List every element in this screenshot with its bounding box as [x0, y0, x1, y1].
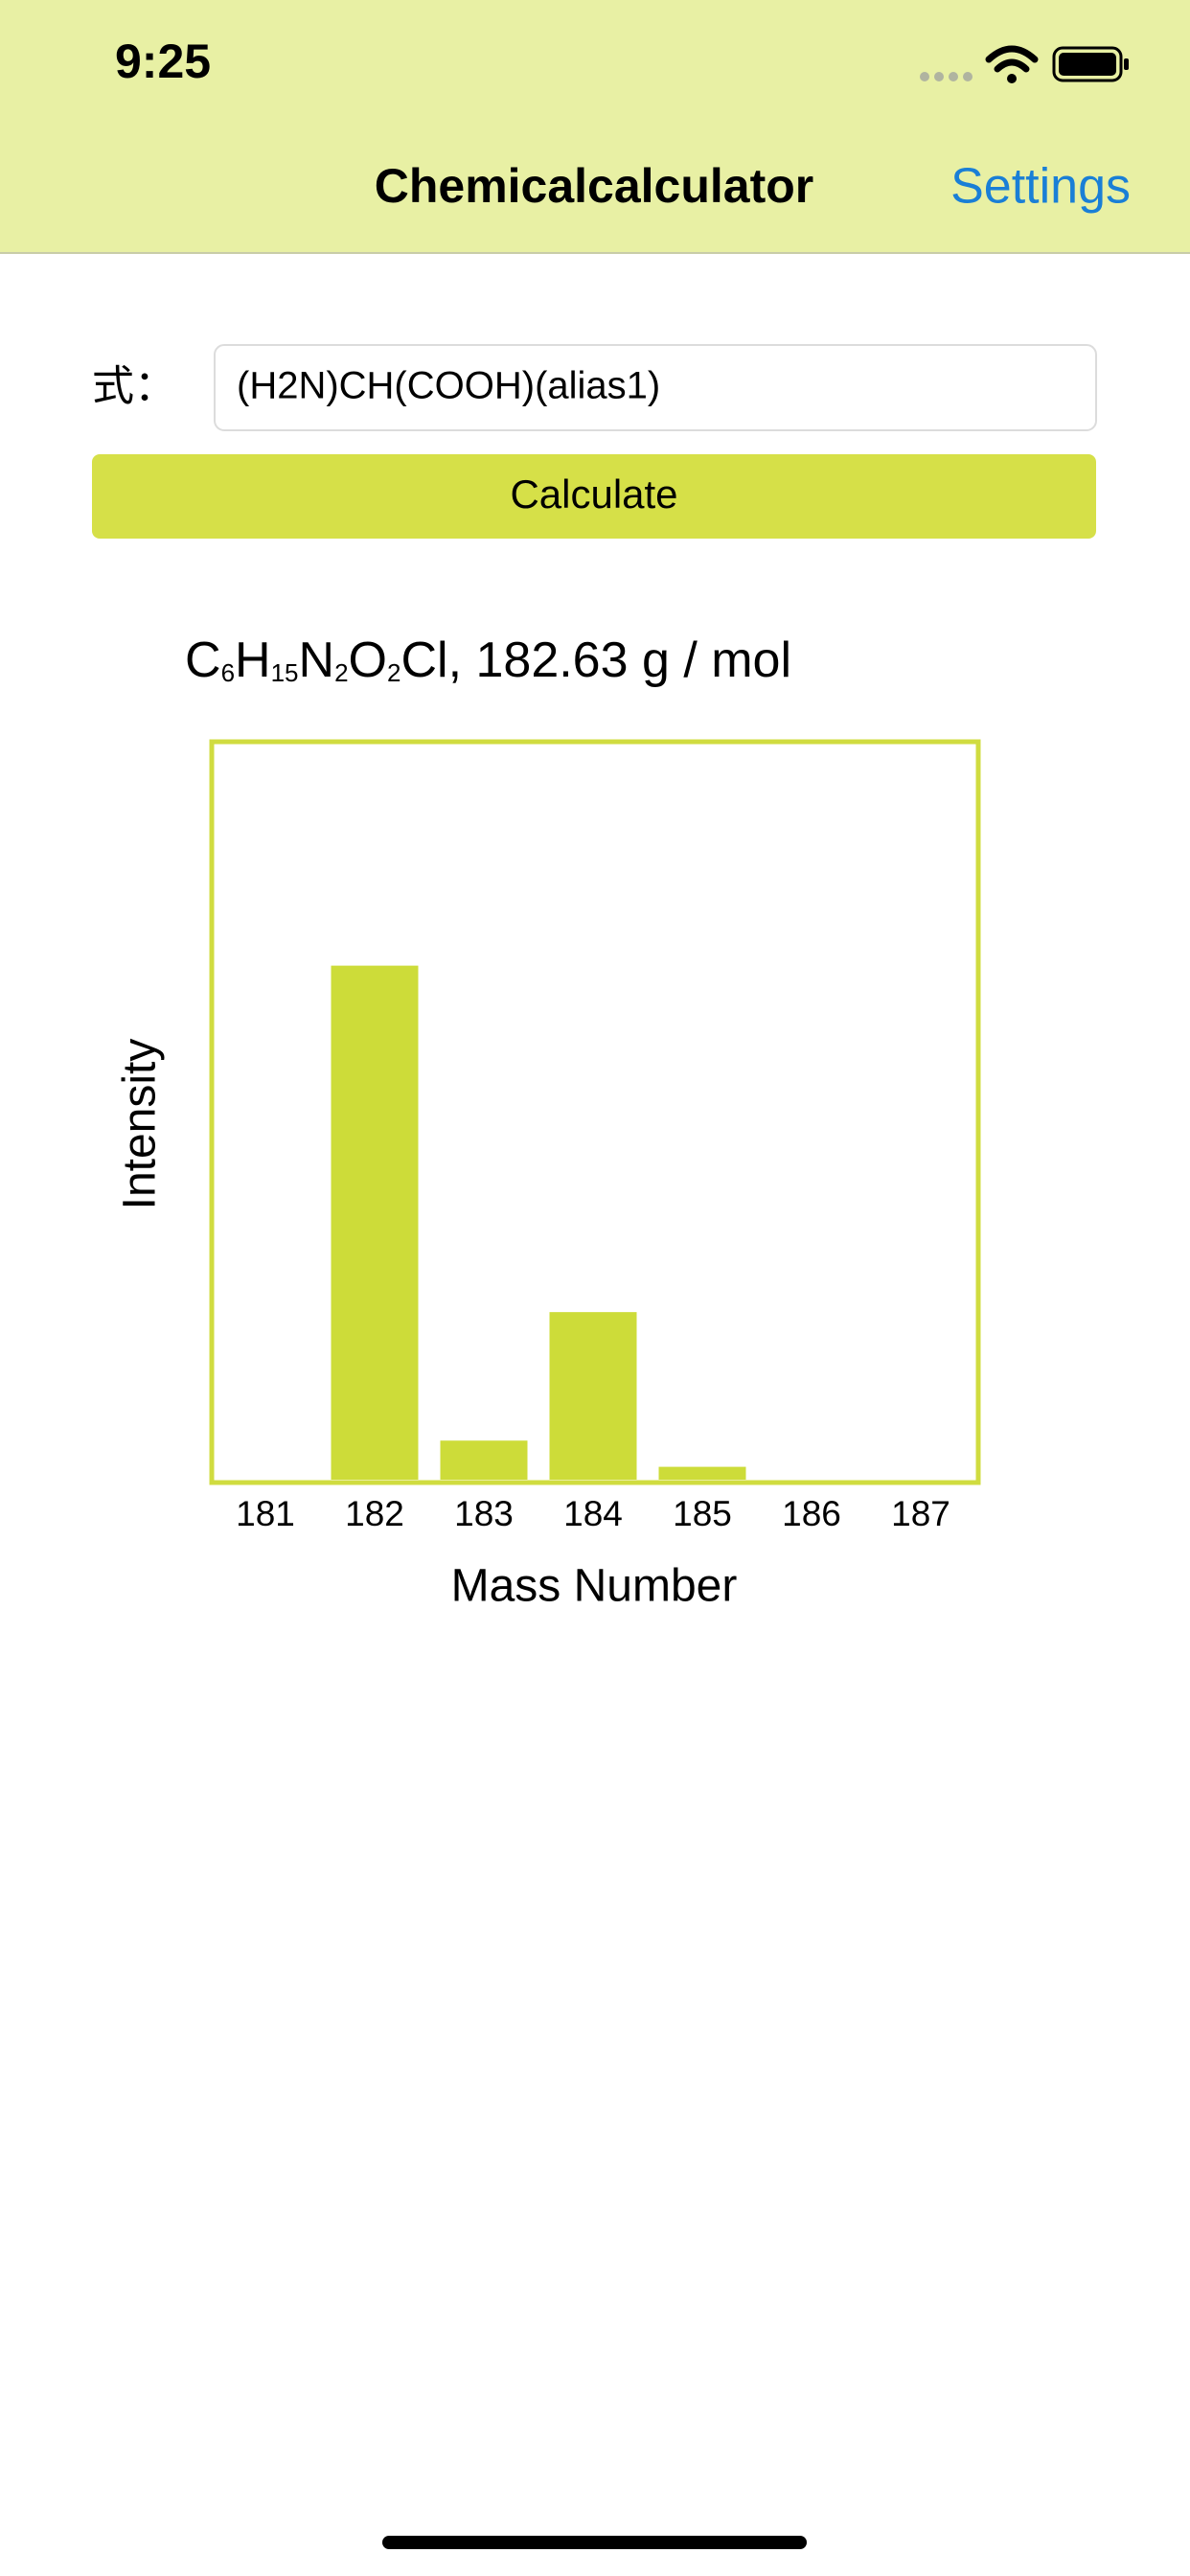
bar: [658, 1466, 746, 1480]
x-tick-label: 187: [891, 1494, 950, 1533]
status-time: 9:25: [115, 34, 211, 88]
button-label: Calculate: [510, 472, 677, 517]
header-background: [0, 0, 1190, 253]
settings-button[interactable]: Settings: [950, 159, 1131, 215]
element-symbol: O: [349, 632, 387, 688]
y-axis-label: Intensity: [115, 1039, 166, 1210]
x-tick-label: 184: [563, 1494, 623, 1533]
formula-input[interactable]: [214, 344, 1097, 431]
bar: [440, 1440, 528, 1480]
x-tick-label: 182: [345, 1494, 404, 1533]
input-text: (H2N)CH(COOH)(alias1): [237, 365, 660, 407]
element-symbol: Cl: [400, 632, 447, 688]
plot-frame: [209, 739, 981, 1485]
bar: [549, 1312, 637, 1480]
subscript: 2: [334, 658, 348, 687]
result-formula: C6H15N2O2Cl, 182.63 g / mol: [185, 632, 791, 688]
x-tick-label: 185: [673, 1494, 732, 1533]
battery-icon: [1052, 46, 1129, 82]
element-symbol: C: [185, 632, 221, 688]
calculate-button[interactable]: [92, 454, 1096, 539]
x-axis-label: Mass Number: [451, 1561, 738, 1612]
nav-title: Chemicalcalculator: [375, 159, 814, 213]
signal-icon: [920, 72, 973, 81]
x-tick-label: 183: [454, 1494, 514, 1533]
x-tick-label: 181: [236, 1494, 295, 1533]
subscript: 15: [271, 658, 299, 687]
x-tick-label: 186: [782, 1494, 841, 1533]
formula-label: 式：: [92, 363, 176, 410]
molar-mass: , 182.63 g / mol: [448, 632, 791, 688]
home-indicator: [382, 2536, 807, 2549]
element-symbol: H: [235, 632, 271, 688]
wifi-icon: [985, 45, 1039, 83]
element-symbol: N: [299, 632, 335, 688]
subscript: 6: [221, 658, 235, 687]
spectrum-chart: 181 182 183 184 185 186 187 Mass Number Intensit…: [115, 739, 981, 1612]
bar: [331, 965, 419, 1480]
subscript: 2: [387, 658, 400, 687]
